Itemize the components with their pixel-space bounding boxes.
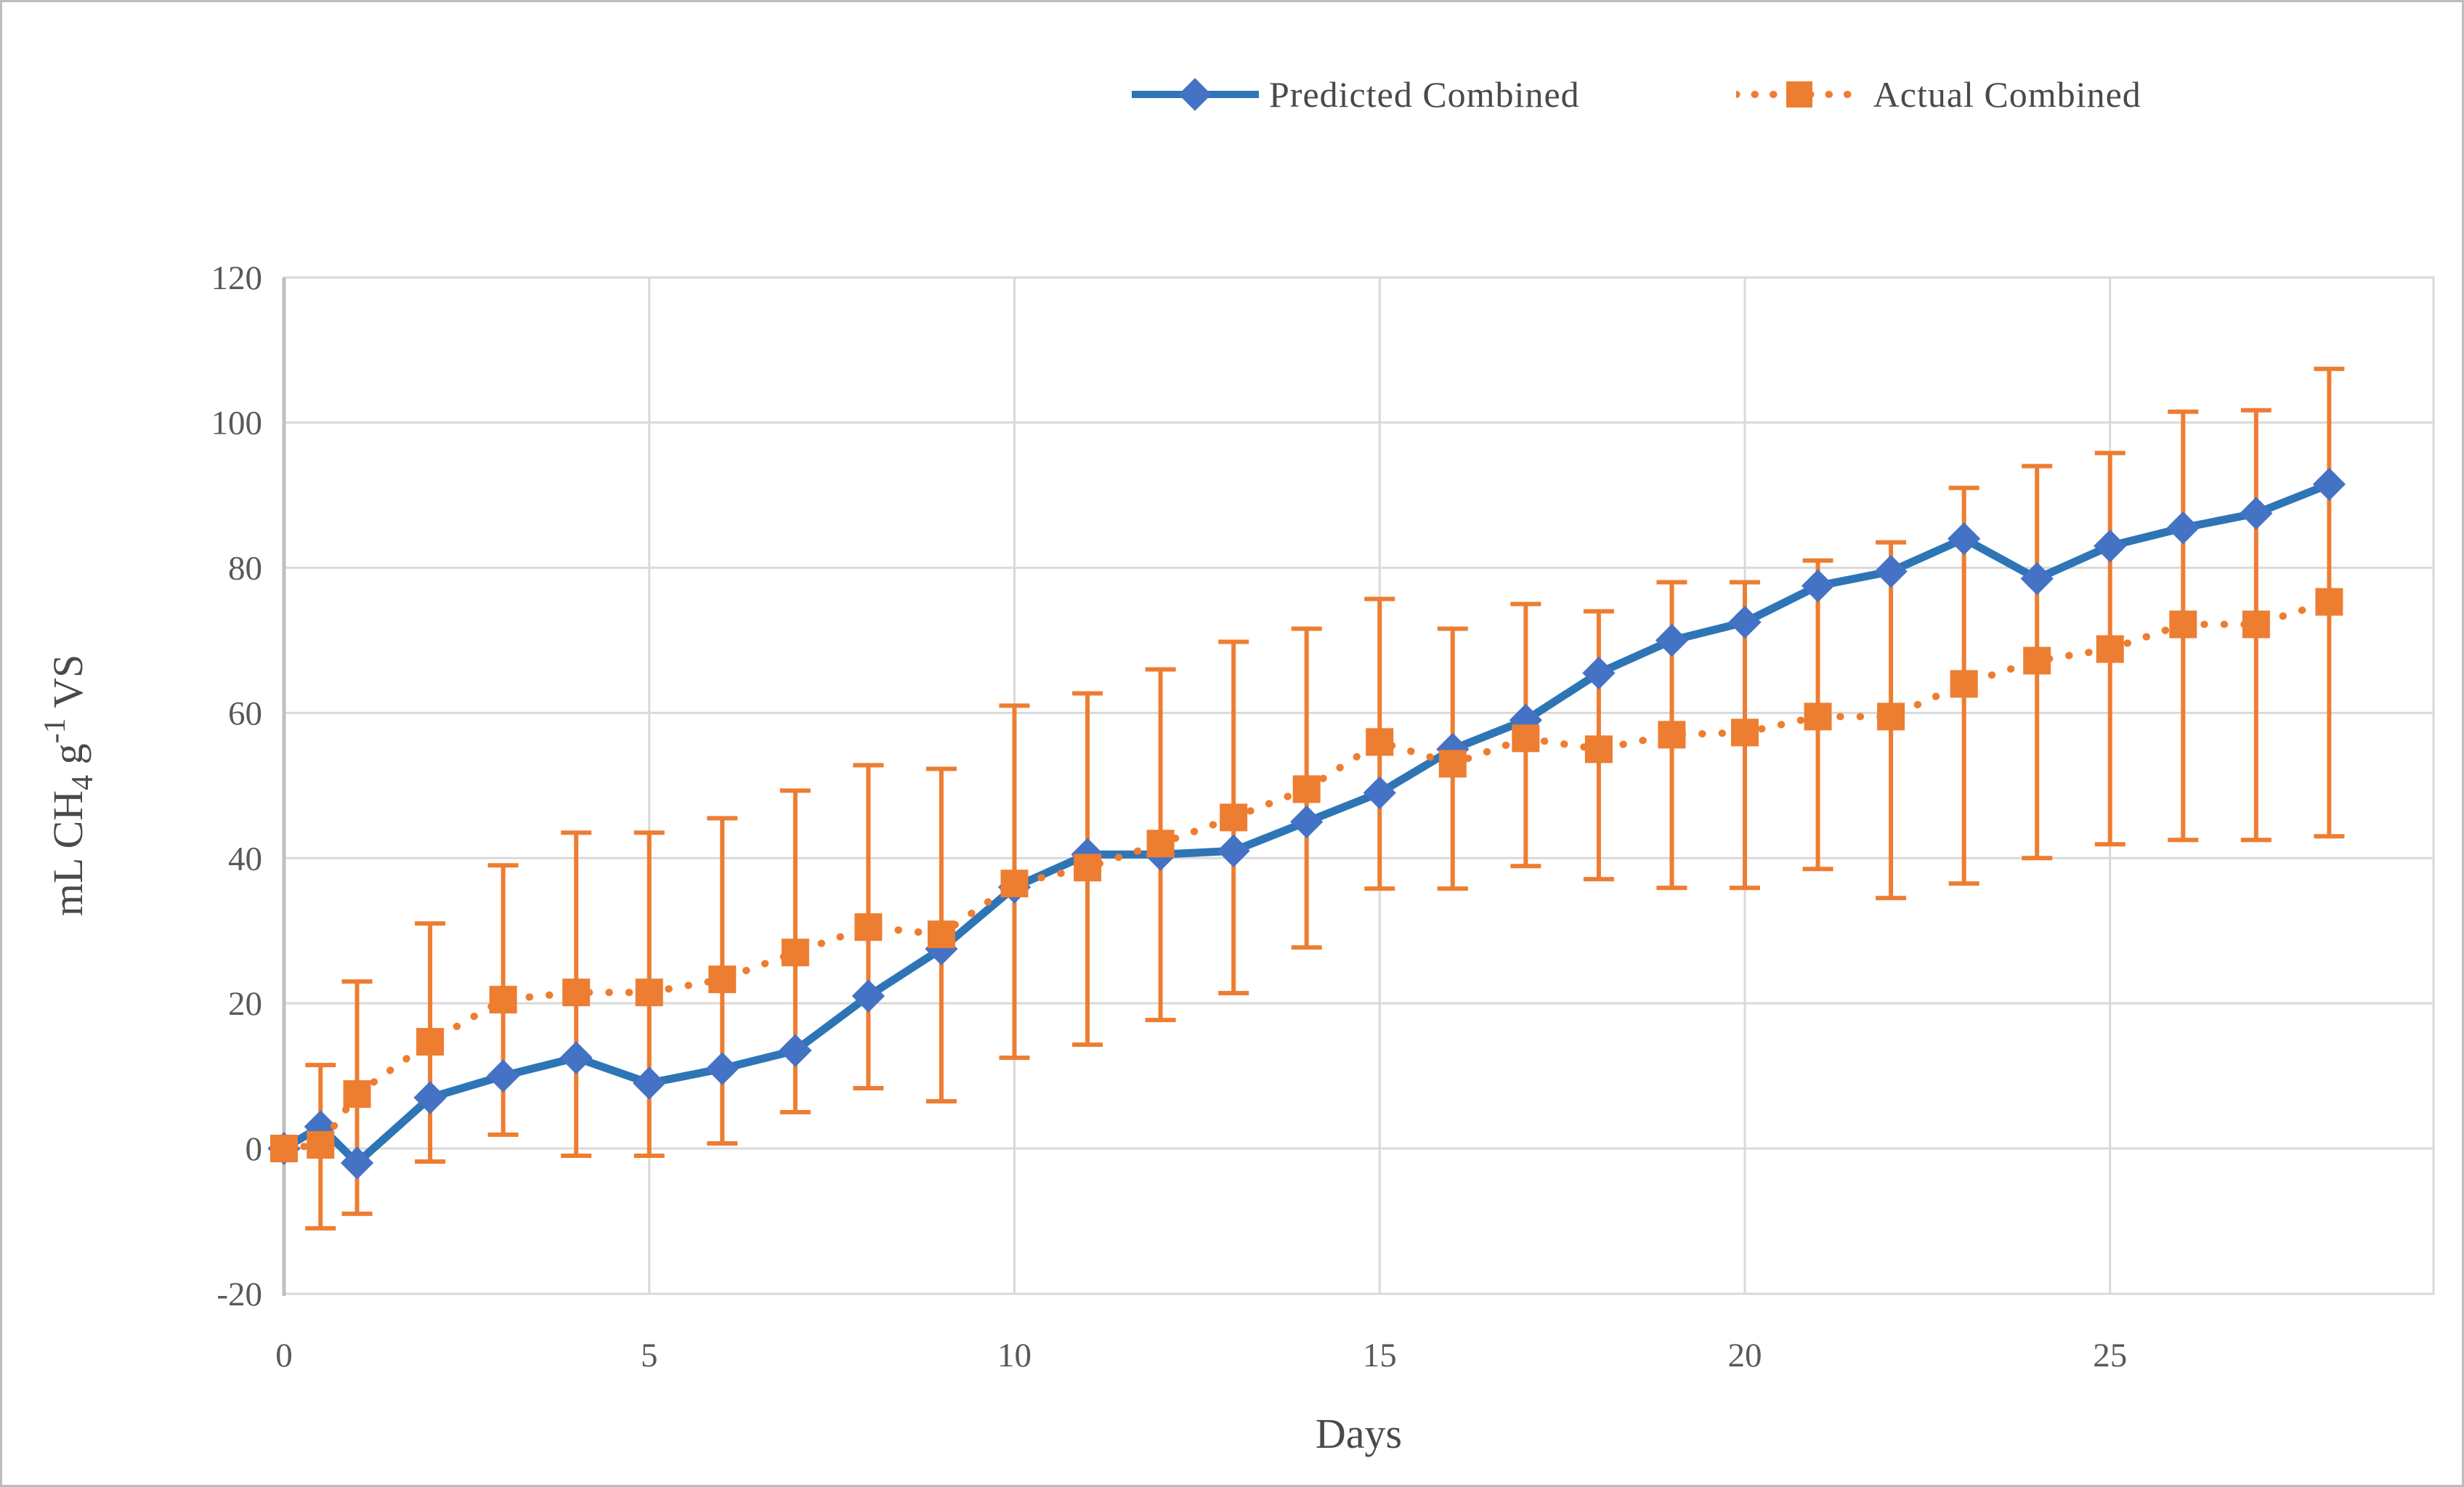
legend-item-actual: Actual Combined <box>1735 73 2141 116</box>
square-marker <box>416 1028 445 1056</box>
y-axis-title: mL CH4 g-1 VS <box>38 655 100 917</box>
x-tick-label: 10 <box>997 1337 1032 1374</box>
diamond-marker <box>851 979 885 1013</box>
diamond-marker <box>1655 623 1689 657</box>
y-tick-label: 60 <box>228 694 262 732</box>
square-marker <box>1366 728 1394 756</box>
square-marker <box>307 1131 335 1159</box>
y-tick-label: 100 <box>211 405 263 442</box>
x-tick-label: 0 <box>275 1337 293 1374</box>
diamond-marker <box>413 1081 447 1114</box>
tick-labels: -20 0 20 40 60 80 100 120 0 5 10 15 20 25 <box>211 259 2128 1374</box>
y-tick-label: 20 <box>228 985 262 1023</box>
legend-item-predicted: Predicted Combined <box>1132 73 1580 116</box>
square-marker <box>1220 803 1248 832</box>
legend-label-predicted: Predicted Combined <box>1269 74 1580 115</box>
diamond-marker <box>1582 656 1616 690</box>
legend: Predicted Combined Actual Combined <box>1132 73 2141 116</box>
x-axis-title: Days <box>1316 1410 1402 1457</box>
diamond-marker <box>487 1059 520 1093</box>
square-marker <box>1658 721 1686 749</box>
square-marker <box>1074 854 1102 882</box>
legend-label-actual: Actual Combined <box>1873 74 2141 115</box>
square-marker <box>1000 870 1029 898</box>
diamond-marker <box>1290 805 1324 838</box>
square-marker <box>708 965 737 994</box>
diamond-marker <box>2240 496 2273 530</box>
square-marker <box>1292 775 1321 803</box>
diamond-marker <box>705 1052 739 1085</box>
diamond-marker <box>2094 529 2127 563</box>
square-marker <box>635 978 663 1007</box>
square-marker <box>927 920 955 949</box>
diamond-marker <box>1874 554 1908 588</box>
square-marker <box>1146 830 1175 858</box>
diamond-marker <box>1728 605 1762 639</box>
square-marker <box>343 1080 371 1109</box>
square-marker <box>1584 735 1613 763</box>
square-marker <box>781 939 809 967</box>
diamond-marker <box>633 1066 666 1100</box>
square-marker <box>2023 647 2051 675</box>
diamond-marker <box>779 1034 812 1067</box>
x-tick-label: 5 <box>641 1337 658 1374</box>
x-tick-label: 15 <box>1363 1337 1397 1374</box>
series-actual-markers <box>270 588 2343 1162</box>
y-tick-label: 0 <box>246 1130 263 1168</box>
square-marker <box>1950 670 1978 698</box>
diamond-marker <box>2166 511 2200 545</box>
diamond-marker <box>1363 776 1396 809</box>
diamond-marker <box>559 1041 593 1074</box>
square-marker <box>1438 750 1467 778</box>
square-marker <box>562 978 591 1007</box>
diamond-marker <box>2020 562 2054 596</box>
square-marker <box>2169 610 2197 639</box>
predicted-series-swatch-icon <box>1132 78 1259 111</box>
square-marker <box>1877 702 1905 731</box>
square-marker <box>854 913 883 941</box>
error-bars <box>305 366 2345 1231</box>
square-marker <box>1804 702 1832 731</box>
y-tick-label: 80 <box>228 550 262 588</box>
diamond-marker <box>1801 569 1835 603</box>
square-marker <box>270 1135 298 1162</box>
square-marker <box>1731 718 1759 747</box>
square-marker <box>2096 635 2124 663</box>
square-marker <box>489 986 517 1014</box>
x-tick-label: 25 <box>2093 1337 2127 1374</box>
diamond-marker <box>2312 468 2346 501</box>
series-predicted-markers <box>267 468 2346 1180</box>
y-tick-label: 120 <box>211 259 263 297</box>
y-tick-label: -20 <box>216 1276 262 1313</box>
y-tick-label: 40 <box>228 840 262 878</box>
square-marker <box>1512 724 1540 753</box>
square-marker <box>2242 610 2270 639</box>
square-marker <box>2315 588 2343 616</box>
x-tick-label: 20 <box>1728 1337 1762 1374</box>
diamond-marker <box>1948 522 1981 556</box>
diamond-marker <box>1217 834 1250 867</box>
actual-series-swatch-icon <box>1735 81 1863 108</box>
